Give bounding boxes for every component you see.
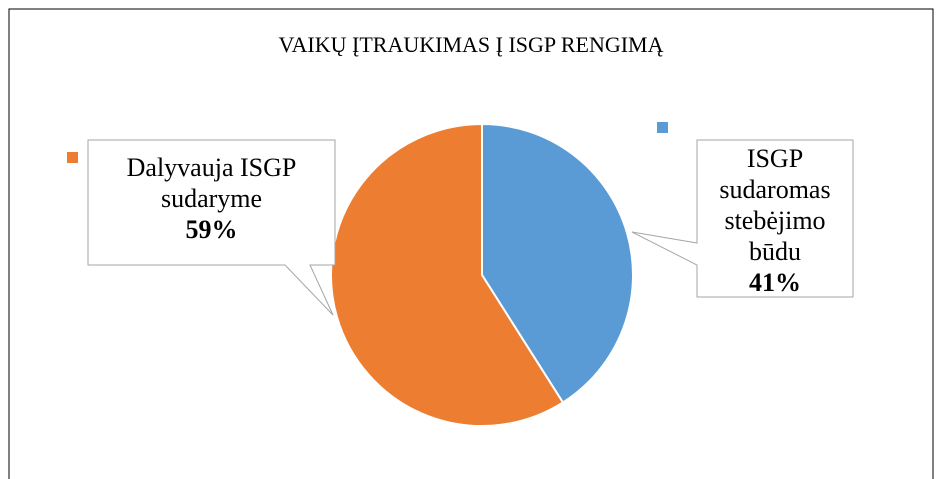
- pie-slice: [330, 122, 565, 427]
- callout-box: [631, 139, 854, 298]
- category-label: ISGP sudaromas stebėjimo būdu: [719, 144, 831, 266]
- value-label: 59%: [185, 215, 238, 244]
- legend-marker: [657, 122, 668, 133]
- data-label: ISGP sudaromas stebėjimo būdu 41%: [699, 143, 851, 298]
- legend-marker: [67, 152, 78, 163]
- data-label: Dalyvauja ISGP sudaryme 59%: [90, 152, 333, 245]
- chart-border: [8, 8, 934, 479]
- value-label: 41%: [749, 268, 801, 297]
- callout-box: [87, 139, 336, 316]
- chart-title: VAIKŲ ĮTRAUKIMAS Į ISGP RENGIMĄ: [278, 32, 664, 57]
- category-label: Dalyvauja ISGP sudaryme: [126, 153, 297, 213]
- pie: [330, 122, 634, 427]
